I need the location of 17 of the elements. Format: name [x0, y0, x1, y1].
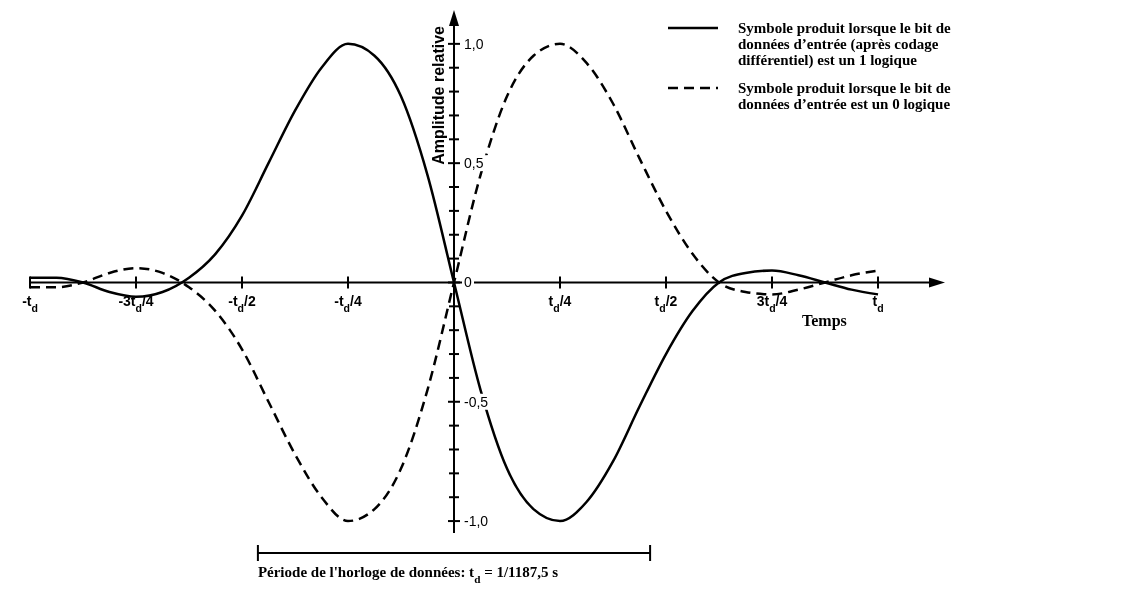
- x-tick-label: -t$_{d}$/2: [228, 293, 256, 315]
- y-tick-label: 0: [464, 274, 472, 291]
- x-tick-label: t$_{d}$/2: [654, 293, 678, 315]
- y-axis-title: Amplitude relative: [430, 25, 447, 165]
- y-tick-label: 1,0: [464, 35, 484, 52]
- x-tick-label: -t$_{d}$/4: [334, 293, 362, 315]
- text: Période de l'horloge de données: t$_{d}$ = 1/1187,5 s: [257, 564, 559, 585]
- x-tick-label: t$_{d}$/4: [548, 293, 572, 315]
- x-tick-label: -t$_{d}$: [22, 293, 38, 315]
- y-tick-label: -1,0: [464, 513, 489, 530]
- x-axis-title: Temps: [802, 312, 847, 331]
- y-tick-label: -0,5: [464, 393, 489, 410]
- x-tick-label: 3t$_{d}$/4: [756, 293, 788, 315]
- y-tick-label: 0,5: [464, 155, 484, 172]
- x-tick-label: t$_{d}$: [872, 293, 884, 315]
- legend-label: Symbole produit lorsque le bit de données d’entrée est un 0 logique: [738, 80, 952, 112]
- legend-label: Symbole produit lorsque le bit de données d’entrée (après codage différentiel) est un 1 logique: [738, 20, 952, 69]
